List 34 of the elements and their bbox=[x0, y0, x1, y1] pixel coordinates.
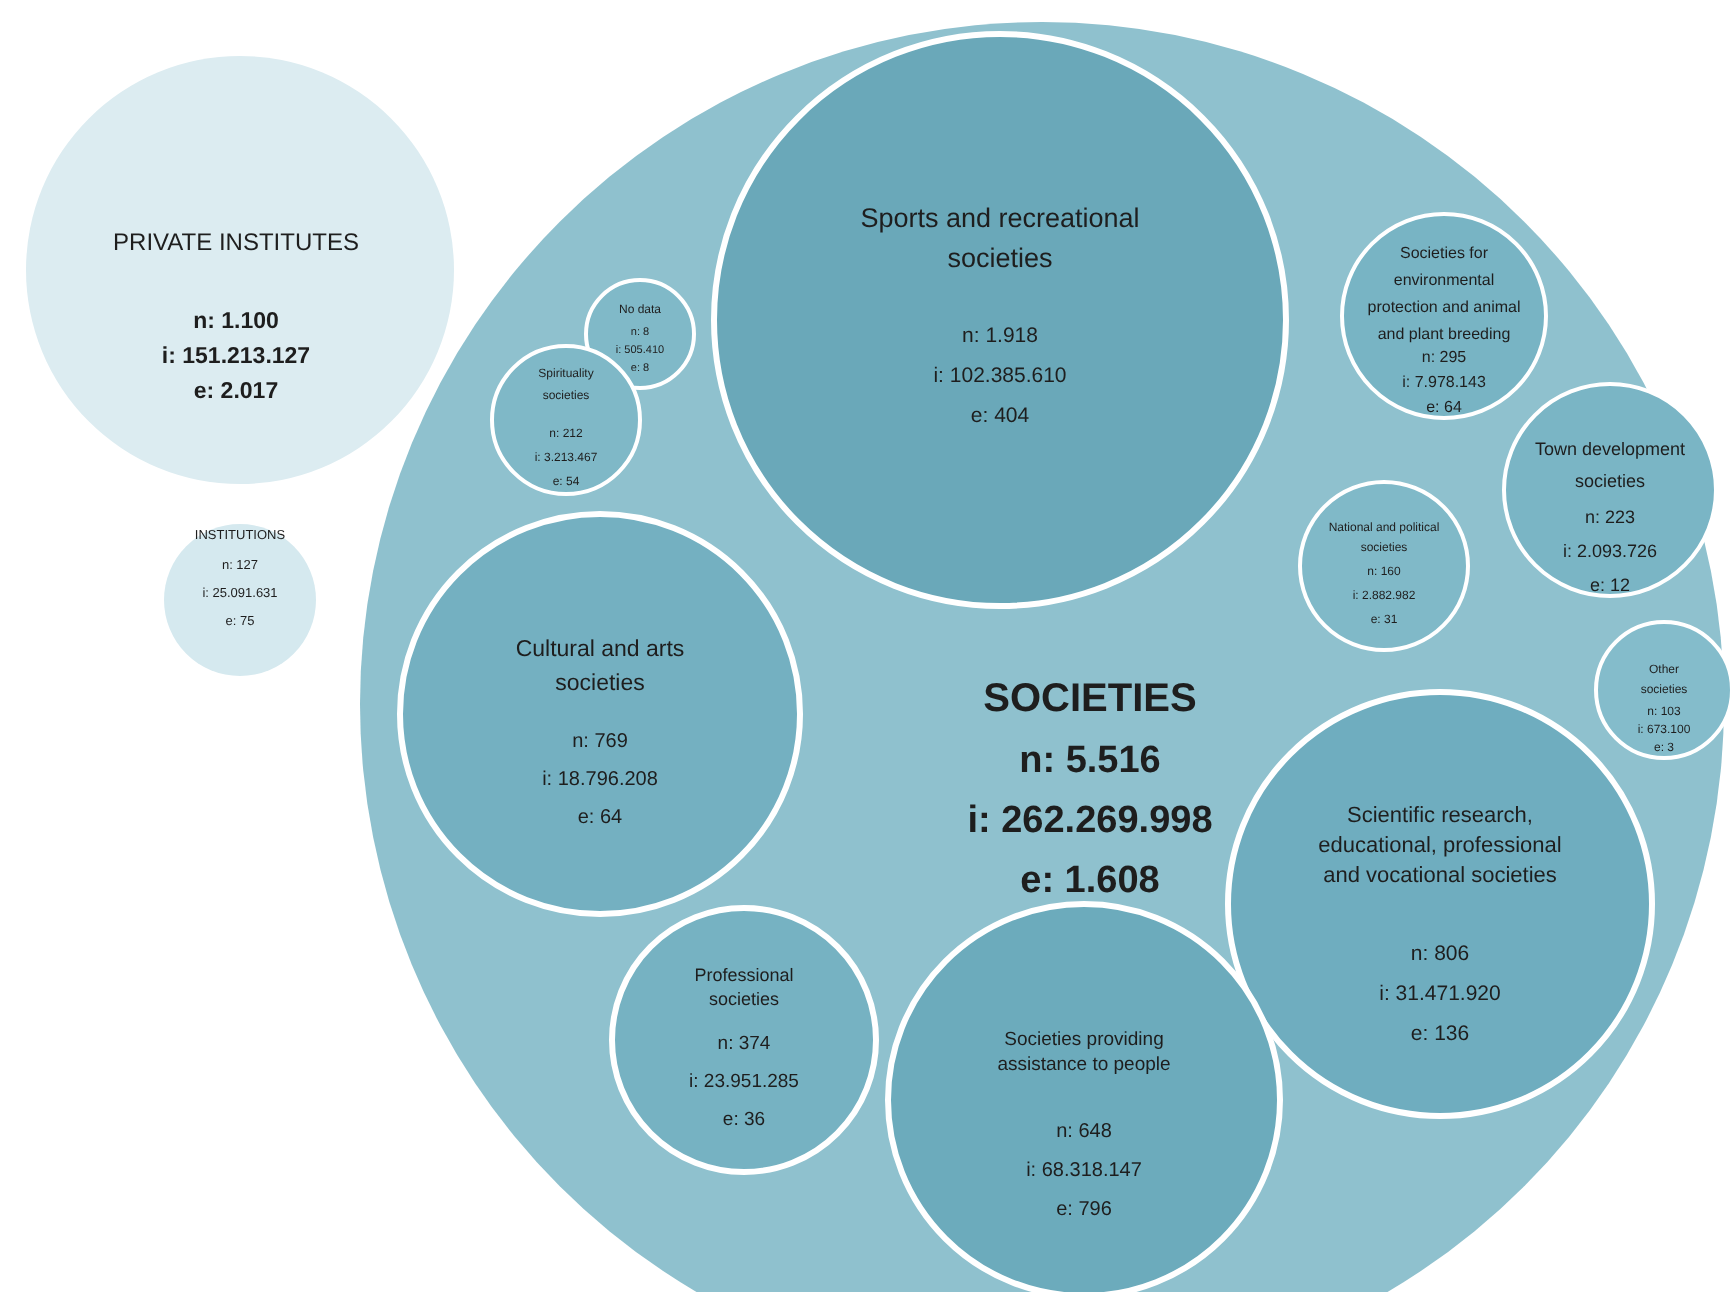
data-label: n: 1.918 bbox=[962, 323, 1039, 348]
data-label: n: 769 bbox=[572, 731, 629, 754]
data-label: e: 136 bbox=[1410, 1021, 1470, 1046]
data-label: i: 262.269.998 bbox=[967, 800, 1213, 843]
data-label: n: 648 bbox=[1056, 1121, 1113, 1144]
data-label: n: 374 bbox=[717, 1033, 771, 1056]
data-label: e: 12 bbox=[1589, 574, 1631, 595]
data-label: i: 151.213.127 bbox=[161, 345, 311, 370]
data-label: e: 796 bbox=[1056, 1199, 1113, 1222]
data-label: n: 806 bbox=[1410, 941, 1470, 966]
data-label: i: 68.318.147 bbox=[1026, 1160, 1143, 1183]
data-label: i: 2.093.726 bbox=[1562, 540, 1658, 561]
data-label: e: 404 bbox=[970, 403, 1030, 428]
data-label: n: 223 bbox=[1584, 506, 1636, 527]
category-label: Societies providing assistance to people bbox=[997, 1029, 1171, 1077]
data-label: n: 295 bbox=[1421, 348, 1468, 367]
data-label: e: 36 bbox=[722, 1109, 766, 1132]
data-label: i: 23.951.285 bbox=[689, 1071, 799, 1094]
category-label: Professional societies bbox=[694, 964, 794, 1009]
category-label: Cultural and arts societies bbox=[515, 638, 685, 697]
category-label: Scientific research, educational, professional and vocational societies bbox=[1318, 803, 1562, 888]
data-label: e: 2.017 bbox=[193, 380, 279, 405]
data-label: i: 31.471.920 bbox=[1379, 981, 1502, 1006]
data-label: e: 64 bbox=[577, 807, 624, 830]
data-label: i: 18.796.208 bbox=[542, 769, 659, 792]
data-label: e: 64 bbox=[1426, 398, 1463, 417]
data-label: i: 7.978.143 bbox=[1402, 373, 1487, 392]
data-label: n: 1.100 bbox=[193, 310, 279, 335]
data-label: n: 5.516 bbox=[1019, 740, 1161, 783]
category-label: PRIVATE INSTITUTES bbox=[113, 228, 359, 257]
category-label: Sports and recreational societies bbox=[860, 203, 1140, 274]
data-label: i: 102.385.610 bbox=[933, 363, 1067, 388]
category-label: SOCIETIES bbox=[983, 676, 1197, 721]
data-label: e: 1.608 bbox=[1020, 860, 1160, 903]
